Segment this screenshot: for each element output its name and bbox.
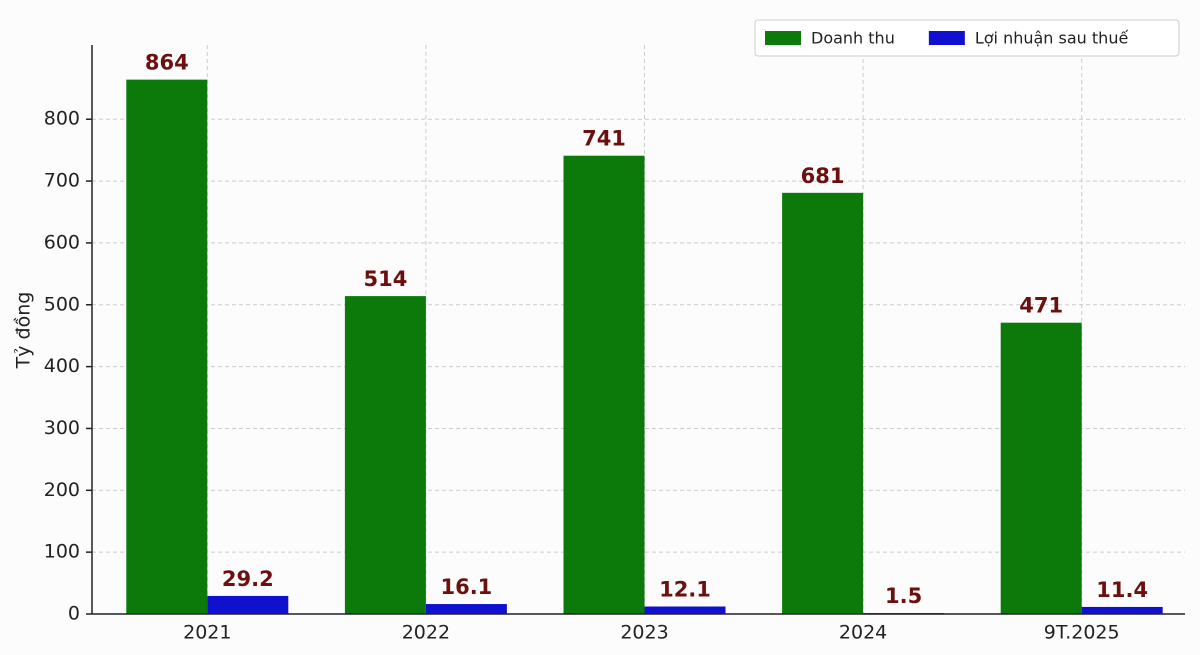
bar	[344, 296, 426, 614]
data-label: 681	[801, 164, 845, 188]
data-label: 1.5	[885, 584, 922, 608]
data-label: 16.1	[440, 575, 492, 599]
bar	[126, 79, 208, 615]
legend-swatch	[928, 31, 965, 45]
legend-swatch	[765, 31, 801, 45]
x-tick-label: 2024	[839, 622, 887, 644]
bar	[782, 192, 864, 615]
data-label: 11.4	[1096, 578, 1148, 602]
x-tick-label: 9T.2025	[1044, 622, 1120, 644]
data-label: 29.2	[222, 567, 274, 591]
x-tick-label: 2021	[183, 622, 231, 644]
bar	[425, 604, 507, 614]
bar	[207, 595, 289, 614]
legend-box	[754, 19, 1180, 57]
y-tick-label: 500	[44, 293, 80, 315]
data-label: 514	[363, 267, 407, 291]
data-label: 471	[1019, 294, 1063, 318]
legend-label: Doanh thu	[811, 29, 895, 48]
y-tick-label: 400	[44, 355, 80, 377]
data-label: 741	[582, 127, 626, 151]
bar	[1000, 322, 1082, 614]
y-tick-label: 200	[44, 479, 80, 501]
data-label: 864	[145, 51, 189, 75]
y-axis-label: Tỷ đồng	[13, 292, 35, 370]
y-tick-label: 0	[68, 603, 80, 625]
y-tick-label: 300	[44, 417, 80, 439]
y-tick-label: 600	[44, 231, 80, 253]
y-tick-label: 700	[44, 170, 80, 192]
y-tick-label: 800	[44, 108, 80, 130]
bar	[644, 606, 726, 614]
y-tick-label: 100	[44, 541, 80, 563]
x-tick-label: 2023	[620, 622, 668, 644]
bar	[563, 155, 645, 614]
x-tick-label: 2022	[402, 622, 450, 644]
data-label: 12.1	[659, 578, 711, 602]
legend-label: Lợi nhuận sau thuế	[975, 29, 1129, 48]
bar	[1081, 606, 1163, 614]
